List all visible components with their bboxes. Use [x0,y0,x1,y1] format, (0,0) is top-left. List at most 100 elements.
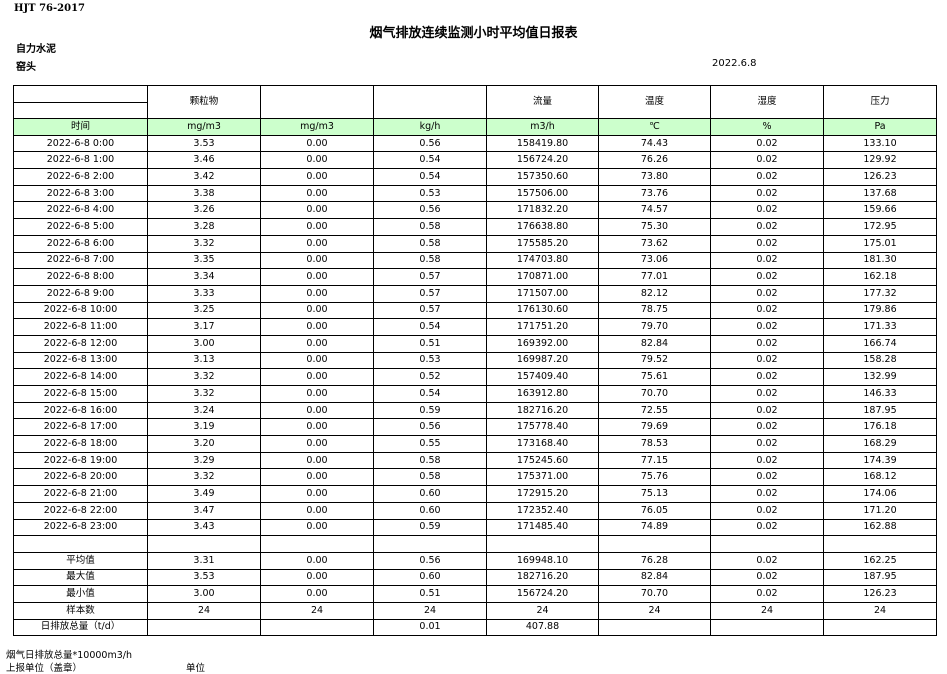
table-row-cell: 3.33 [147,284,261,303]
table-row-cell: 82.84 [598,334,711,353]
unit-header-row-cell: kg/h [373,118,487,136]
table-row-cell: 75.30 [598,218,711,236]
table-row-cell: 0.60 [373,501,487,520]
table-row-cell: 79.52 [598,351,711,370]
table-row-cell: 77.01 [598,268,711,286]
table-row-cell: 0.57 [373,301,487,320]
table-row-cell: 73.06 [598,251,711,270]
table-row: 2022-6-8 0:00 3.53 0.00 0.56 158419.80 74.43 0… [13,134,937,153]
table-row: 2022-6-8 12:00 3.00 0.00 0.51 169392.00 82.84… [13,334,937,353]
table-row: 2022-6-8 22:00 3.47 0.00 0.60 172352.40 76.05… [13,501,937,520]
summary-row-cell: 187.95 [823,568,937,587]
unit-header-row-cell: % [710,118,824,136]
table-row-cell: 0.60 [373,485,487,503]
summary-row-cell: 24 [710,601,824,620]
table-row-cell: 3.32 [147,368,261,386]
table-row-cell: 0.54 [373,168,487,186]
table-row-cell: 3.19 [147,418,261,437]
table-row-cell: 171751.20 [486,318,599,336]
table-row-cell: 74.89 [598,518,711,537]
table-row-cell: 75.13 [598,485,711,503]
table-row-cell: 168.12 [823,468,937,487]
table-row-cell: 137.68 [823,184,937,203]
report-date: 2022.6.8 [712,58,757,69]
table-row-cell: 3.20 [147,435,261,453]
table-row-cell: 157409.40 [486,368,599,386]
table-row-cell: 0.00 [260,468,374,487]
table-row-cell: 157350.60 [486,168,599,186]
table-row: 2022-6-8 20:00 3.32 0.00 0.58 175371.00 75.76… [13,468,937,487]
table-row-cell: 76.05 [598,501,711,520]
table-row-cell: 3.25 [147,301,261,320]
table-row-cell: 0.02 [710,301,824,320]
table-row-cell: 169987.20 [486,351,599,370]
table-row-cell: 0.02 [710,435,824,453]
table-row: 2022-6-8 11:00 3.17 0.00 0.54 171751.20 79.70… [13,318,937,336]
header-row-cell [13,85,148,119]
table-row-cell: 173168.40 [486,435,599,453]
table-row: 2022-6-8 16:00 3.24 0.00 0.59 182716.20 72.55… [13,401,937,420]
table-row-cell: 3.35 [147,251,261,270]
table-row-cell: 0.00 [260,518,374,537]
table-row-cell: 179.86 [823,301,937,320]
summary-row-cell [710,618,824,637]
blank-row-cell [260,535,374,553]
summary-row-cell: 0.01 [373,618,487,637]
table-row-cell: 157506.00 [486,184,599,203]
table-row-cell: 2022-6-8 23:00 [13,518,148,537]
table-row-cell: 0.02 [710,318,824,336]
table-row-cell: 0.02 [710,284,824,303]
table-row-cell: 0.00 [260,401,374,420]
table-row-cell: 0.55 [373,435,487,453]
summary-row-cell: 0.02 [710,568,824,587]
summary-row-cell: 126.23 [823,585,937,603]
table-row-cell: 158.28 [823,351,937,370]
table-row-cell: 162.18 [823,268,937,286]
table-row-cell: 0.02 [710,451,824,470]
table-row: 2022-6-8 6:00 3.32 0.00 0.58 175585.20 73.62 0… [13,234,937,253]
table-row-cell: 0.00 [260,134,374,153]
table-row-cell: 2022-6-8 10:00 [13,301,148,320]
table-row-cell: 146.33 [823,385,937,403]
table-row-cell: 0.54 [373,151,487,170]
table-row-cell: 74.43 [598,134,711,153]
blank-row-cell [823,535,937,553]
table-row-cell: 3.43 [147,518,261,537]
table-row-cell: 73.76 [598,184,711,203]
table-row-cell: 78.75 [598,301,711,320]
table-row-cell: 0.58 [373,234,487,253]
summary-row-cell: 3.53 [147,568,261,587]
table-row-cell: 3.38 [147,184,261,203]
table-row-cell: 174.39 [823,451,937,470]
table-row-cell: 0.58 [373,218,487,236]
table-row-cell: 0.02 [710,184,824,203]
summary-row-cell: 0.51 [373,585,487,603]
unit-header-row-cell: mg/m3 [147,118,261,136]
table-row-cell: 0.56 [373,134,487,153]
table-row-cell: 0.56 [373,418,487,437]
table-row-cell: 0.00 [260,368,374,386]
summary-row-cell: 0.00 [260,551,374,570]
table-row-cell: 2022-6-8 17:00 [13,418,148,437]
table-row: 2022-6-8 9:00 3.33 0.00 0.57 171507.00 82.12 0… [13,284,937,303]
summary-row-cell: 24 [373,601,487,620]
summary-row: 最小值 3.00 0.00 0.51 156724.20 70.70 0.02 126.23 [13,585,937,603]
table-row: 2022-6-8 3:00 3.38 0.00 0.53 157506.00 73.76 0… [13,184,937,203]
summary-row-cell: 24 [260,601,374,620]
page-title: 烟气排放连续监测小时平均值日报表 [369,26,578,41]
table-row-cell: 2022-6-8 9:00 [13,284,148,303]
table-row: 2022-6-8 10:00 3.25 0.00 0.57 176130.60 78.75… [13,301,937,320]
summary-row-cell: 24 [147,601,261,620]
table-row: 2022-6-8 2:00 3.42 0.00 0.54 157350.60 73.80 0… [13,168,937,186]
table-row-cell: 2022-6-8 4:00 [13,201,148,220]
summary-row-cell: 407.88 [486,618,599,637]
table-row-cell: 168.29 [823,435,937,453]
summary-row-cell: 日排放总量（t/d） [13,618,148,637]
table-row-cell: 0.57 [373,268,487,286]
table-row-cell: 0.02 [710,234,824,253]
table-row-cell: 3.32 [147,385,261,403]
summary-row: 平均值 3.31 0.00 0.56 169948.10 76.28 0.02 162.25 [13,551,937,570]
summary-row-cell: 样本数 [13,601,148,620]
summary-row-cell: 70.70 [598,585,711,603]
table-row-cell: 3.00 [147,334,261,353]
